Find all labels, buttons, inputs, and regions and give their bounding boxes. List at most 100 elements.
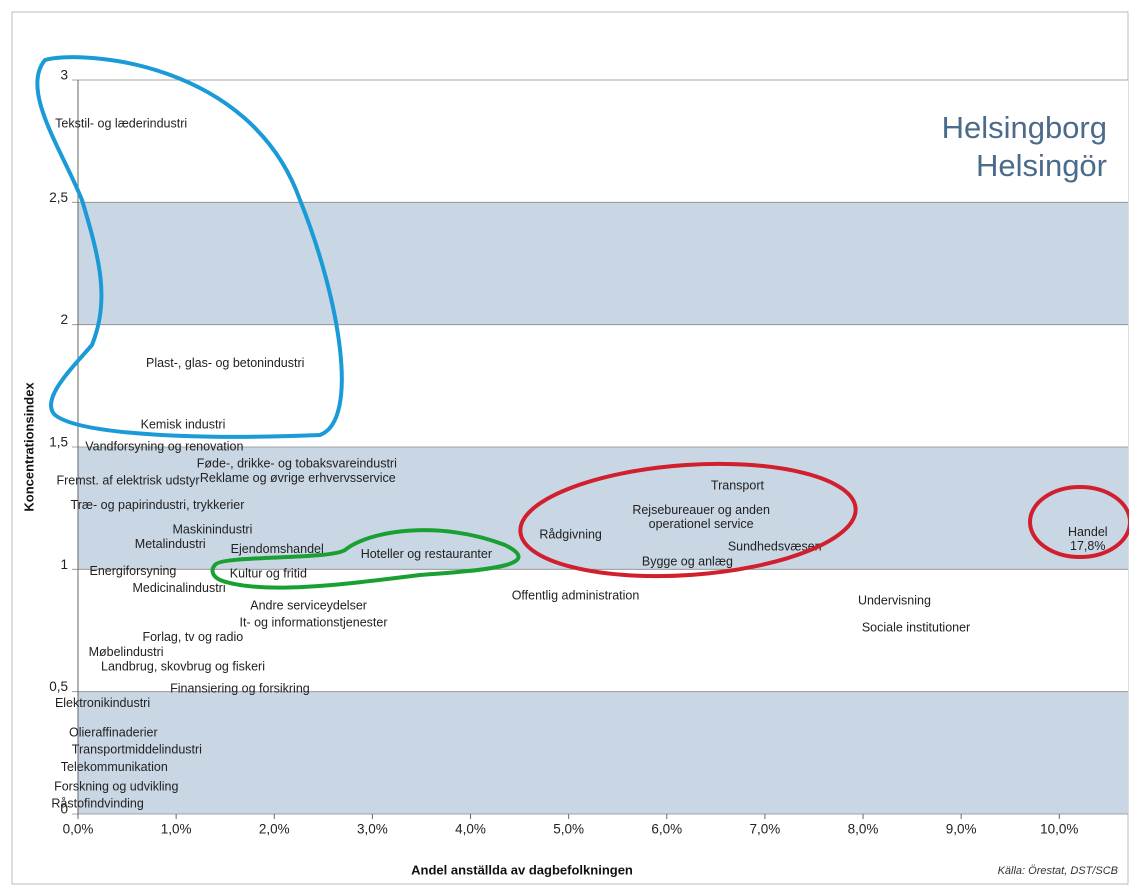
bands xyxy=(78,80,1128,814)
point-label: Kultur og fritid xyxy=(230,567,307,581)
label: Sundhedsvæsen xyxy=(728,540,822,554)
point-label: Telekommunikation xyxy=(61,760,168,774)
x-tick-label: 0,0% xyxy=(63,822,94,837)
label: Transportmiddelindustri xyxy=(72,743,202,757)
point-label: It- og informationstjenester xyxy=(240,615,388,629)
band xyxy=(78,569,1128,692)
x-tick-label: 1,0% xyxy=(161,822,192,837)
label: Hoteller og restauranter xyxy=(361,547,492,561)
label: Rejsebureauer og anden operationel servic… xyxy=(632,503,770,531)
label: Forskning og udvikling xyxy=(54,779,178,793)
highlight-loop xyxy=(1028,485,1129,559)
label: Føde-, drikke- og tobaksvareindustri xyxy=(197,456,397,470)
label: Møbelindustri xyxy=(89,645,164,659)
point-label: Plast-, glas- og betonindustri xyxy=(146,356,304,370)
band xyxy=(78,324,1128,447)
point-label: Kemisk industri xyxy=(141,417,226,431)
point-label: Træ- og papirindustri, trykkerier xyxy=(71,498,245,512)
label: Andre serviceydelser xyxy=(250,598,367,612)
label-line: Handel xyxy=(1068,525,1108,539)
point-label: Råstofindvinding xyxy=(51,797,143,811)
point-label: Olieraffinaderier xyxy=(69,726,158,740)
point-label: Sundhedsvæsen xyxy=(728,540,822,554)
point-label: Rådgivning xyxy=(539,527,602,541)
y-tick-label: 0,5 xyxy=(49,679,68,694)
label: Energiforsyning xyxy=(90,564,177,578)
x-tick-label: 5,0% xyxy=(553,822,584,837)
x-axis-label: Andel anställda av dagbefolkningen xyxy=(411,862,633,877)
point-label: Forlag, tv og radio xyxy=(142,630,243,644)
point-label: Landbrug, skovbrug og fiskeri xyxy=(101,659,265,673)
label: Transport xyxy=(711,478,765,492)
label: Maskinindustri xyxy=(172,522,252,536)
label-line: 17,8% xyxy=(1070,539,1105,553)
label: Forlag, tv og radio xyxy=(142,630,243,644)
label: It- og informationstjenester xyxy=(240,615,388,629)
point-label: Vandforsyning og renovation xyxy=(85,439,243,453)
label: Undervisning xyxy=(858,593,931,607)
label: Offentlig administration xyxy=(512,589,640,603)
label: Fremst. af elektrisk udstyr xyxy=(56,474,199,488)
label-line: operationel service xyxy=(649,517,754,531)
point-label: Medicinalindustri xyxy=(133,581,226,595)
point-label: Metalindustri xyxy=(135,537,206,551)
label: Vandforsyning og renovation xyxy=(85,439,243,453)
highlight-loop xyxy=(210,528,521,590)
band xyxy=(78,447,1128,570)
y-tick-label: 2 xyxy=(60,312,68,327)
label: Træ- og papirindustri, trykkerier xyxy=(71,498,245,512)
point-label: Føde-, drikke- og tobaksvareindustri xyxy=(197,456,397,470)
x-tick-label: 8,0% xyxy=(848,822,879,837)
point-label: Ejendomshandel xyxy=(231,542,324,556)
point-label: Rejsebureauer og anden operationel servic… xyxy=(632,503,770,531)
band xyxy=(78,80,1128,203)
x-tick-label: 6,0% xyxy=(651,822,682,837)
point-label: Tekstil- og læderindustri xyxy=(55,116,187,130)
axes: 0 0,5 1 1,5 2 2,5 3 0,0% 1,0% 2,0% 3,0% 4,0% 5,0% 6,0… xyxy=(49,68,1128,837)
label: Olieraffinaderier xyxy=(69,726,158,740)
label: Råstofindvinding xyxy=(51,797,143,811)
label: Bygge og anlæg xyxy=(642,554,733,568)
label: Finansiering og forsikring xyxy=(170,682,310,696)
point-label: Maskinindustri xyxy=(172,522,252,536)
y-axis-label: Koncentrationsindex xyxy=(21,382,36,512)
x-tick-label: 2,0% xyxy=(259,822,290,837)
label: Landbrug, skovbrug og fiskeri xyxy=(101,659,265,673)
highlight-loop xyxy=(518,461,858,579)
y-tick-label: 0 xyxy=(60,802,68,817)
label: Plast-, glas- og betonindustri xyxy=(146,356,304,370)
label: Kemisk industri xyxy=(141,417,226,431)
highlight-loop xyxy=(35,55,344,439)
source: Källa: Örestat, DST/SCB xyxy=(998,865,1118,877)
points: Tekstil- og læderindustri Plast-, glas- o… xyxy=(51,116,1107,810)
y-tick-label: 1 xyxy=(60,557,68,572)
point-label: Handel 17,8% xyxy=(1068,525,1108,553)
y-tick-label: 1,5 xyxy=(49,435,68,450)
point-label: Hoteller og restauranter xyxy=(361,547,492,561)
point-label: Bygge og anlæg xyxy=(642,554,733,568)
label: Sociale institutioner xyxy=(862,620,970,634)
label: Rådgivning xyxy=(539,527,602,541)
point-label: Fremst. af elektrisk udstyr xyxy=(56,474,199,488)
chart-title: Helsingborg Helsingör xyxy=(942,110,1107,183)
x-tick-label: 3,0% xyxy=(357,822,388,837)
point-label: Transport xyxy=(711,478,765,492)
label: Telekommunikation xyxy=(61,760,168,774)
x-tick-label: 10,0% xyxy=(1040,822,1078,837)
title-line: Helsingborg xyxy=(942,110,1107,145)
point-label: Elektronikindustri xyxy=(55,696,150,710)
label: Elektronikindustri xyxy=(55,696,150,710)
point-label: Transportmiddelindustri xyxy=(72,743,202,757)
label: Handel 17,8% xyxy=(1068,525,1108,553)
label: Reklame og øvrige erhvervsservice xyxy=(200,471,396,485)
label: Tekstil- og læderindustri xyxy=(55,116,187,130)
point-label: Energiforsyning xyxy=(90,564,177,578)
point-label: Møbelindustri xyxy=(89,645,164,659)
point-label: Finansiering og forsikring xyxy=(170,682,310,696)
point-label: Undervisning xyxy=(858,593,931,607)
label-line: Rejsebureauer og anden xyxy=(632,503,770,517)
y-tick-label: 2,5 xyxy=(49,190,68,205)
label: Medicinalindustri xyxy=(133,581,226,595)
band xyxy=(78,202,1128,325)
label: Kultur og fritid xyxy=(230,567,307,581)
